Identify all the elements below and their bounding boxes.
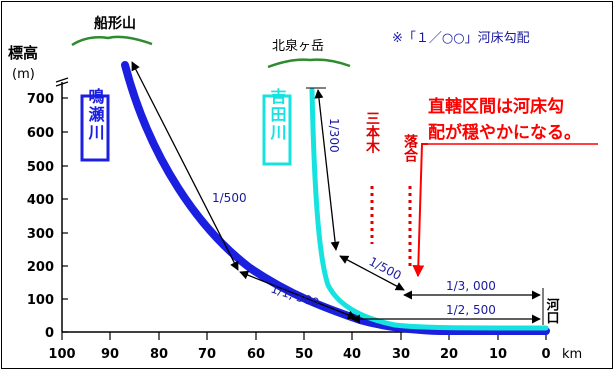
axis-break-mark-1: [55, 77, 69, 83]
callout-line-2: 配が穏やかになる。: [428, 122, 581, 143]
gradient-arrow-1-1500: [239, 270, 357, 320]
gradient-label-1-2500: 1/2, 500: [446, 303, 496, 317]
y-tick-label: 400: [27, 193, 54, 208]
callout-pointer: [412, 143, 428, 278]
x-tick-label: 30: [392, 347, 410, 362]
kitaizumi-label: 北泉ヶ岳: [272, 38, 324, 54]
naruse-label-box: [80, 94, 110, 162]
title-note: ※「１／○○」河床勾配: [392, 31, 530, 46]
x-tick-label: 20: [440, 347, 458, 362]
sanbongi-label: 三本木: [364, 111, 381, 154]
y-tick-marks: [62, 97, 68, 333]
y-tick-label: 300: [27, 227, 54, 242]
axis-break-mark-2: [55, 81, 69, 87]
gradient-label-yoshida-1-500: 1/500: [367, 254, 404, 283]
y-tick-label: 0: [45, 326, 54, 341]
x-tick-label: 100: [48, 347, 75, 362]
y-tick-label: 600: [27, 126, 54, 141]
x-tick-label: 60: [247, 347, 265, 362]
y-axis-unit: (m): [12, 67, 35, 82]
gradient-label-1-1500: 1/1, 500: [269, 282, 321, 311]
gradient-label-1-500: 1/500: [212, 191, 247, 205]
gradient-arrow-1-300: [314, 89, 340, 251]
yoshida-label-box: [262, 94, 292, 166]
x-tick-marks: [61, 332, 547, 340]
ochiai-label: 落合: [402, 133, 418, 163]
callout-line-1: 直轄区間は河床勾: [428, 96, 564, 117]
gradient-arrow-yoshida-1-500: [339, 255, 405, 291]
x-axis-unit: km: [562, 347, 582, 362]
naruse-label: 鳴瀬川: [86, 87, 106, 142]
y-axis-label: 標高: [8, 44, 38, 62]
gradient-label-1-300: 1/300: [327, 118, 341, 153]
y-tick-label: 500: [27, 160, 54, 175]
kitaizumi-mountain-arc: [267, 58, 351, 69]
x-tick-label: 0: [541, 347, 550, 362]
yoshida-label: 吉田川: [268, 87, 288, 142]
x-tick-label: 70: [198, 347, 216, 362]
gradient-arrow-1-500: [131, 61, 239, 271]
gradient-label-1-3000: 1/3, 000: [446, 279, 496, 293]
x-tick-label: 80: [150, 347, 168, 362]
y-tick-label: 700: [27, 92, 54, 107]
y-tick-label: 200: [27, 260, 54, 275]
x-tick-label: 10: [489, 347, 507, 362]
x-tick-label: 50: [295, 347, 313, 362]
y-tick-label: 100: [27, 293, 54, 308]
funagata-mountain-arc: [71, 35, 153, 47]
funagata-label: 船形山: [94, 15, 136, 32]
mouth-label: 河口: [544, 297, 560, 324]
x-tick-label: 90: [101, 347, 119, 362]
x-tick-label: 40: [343, 347, 361, 362]
